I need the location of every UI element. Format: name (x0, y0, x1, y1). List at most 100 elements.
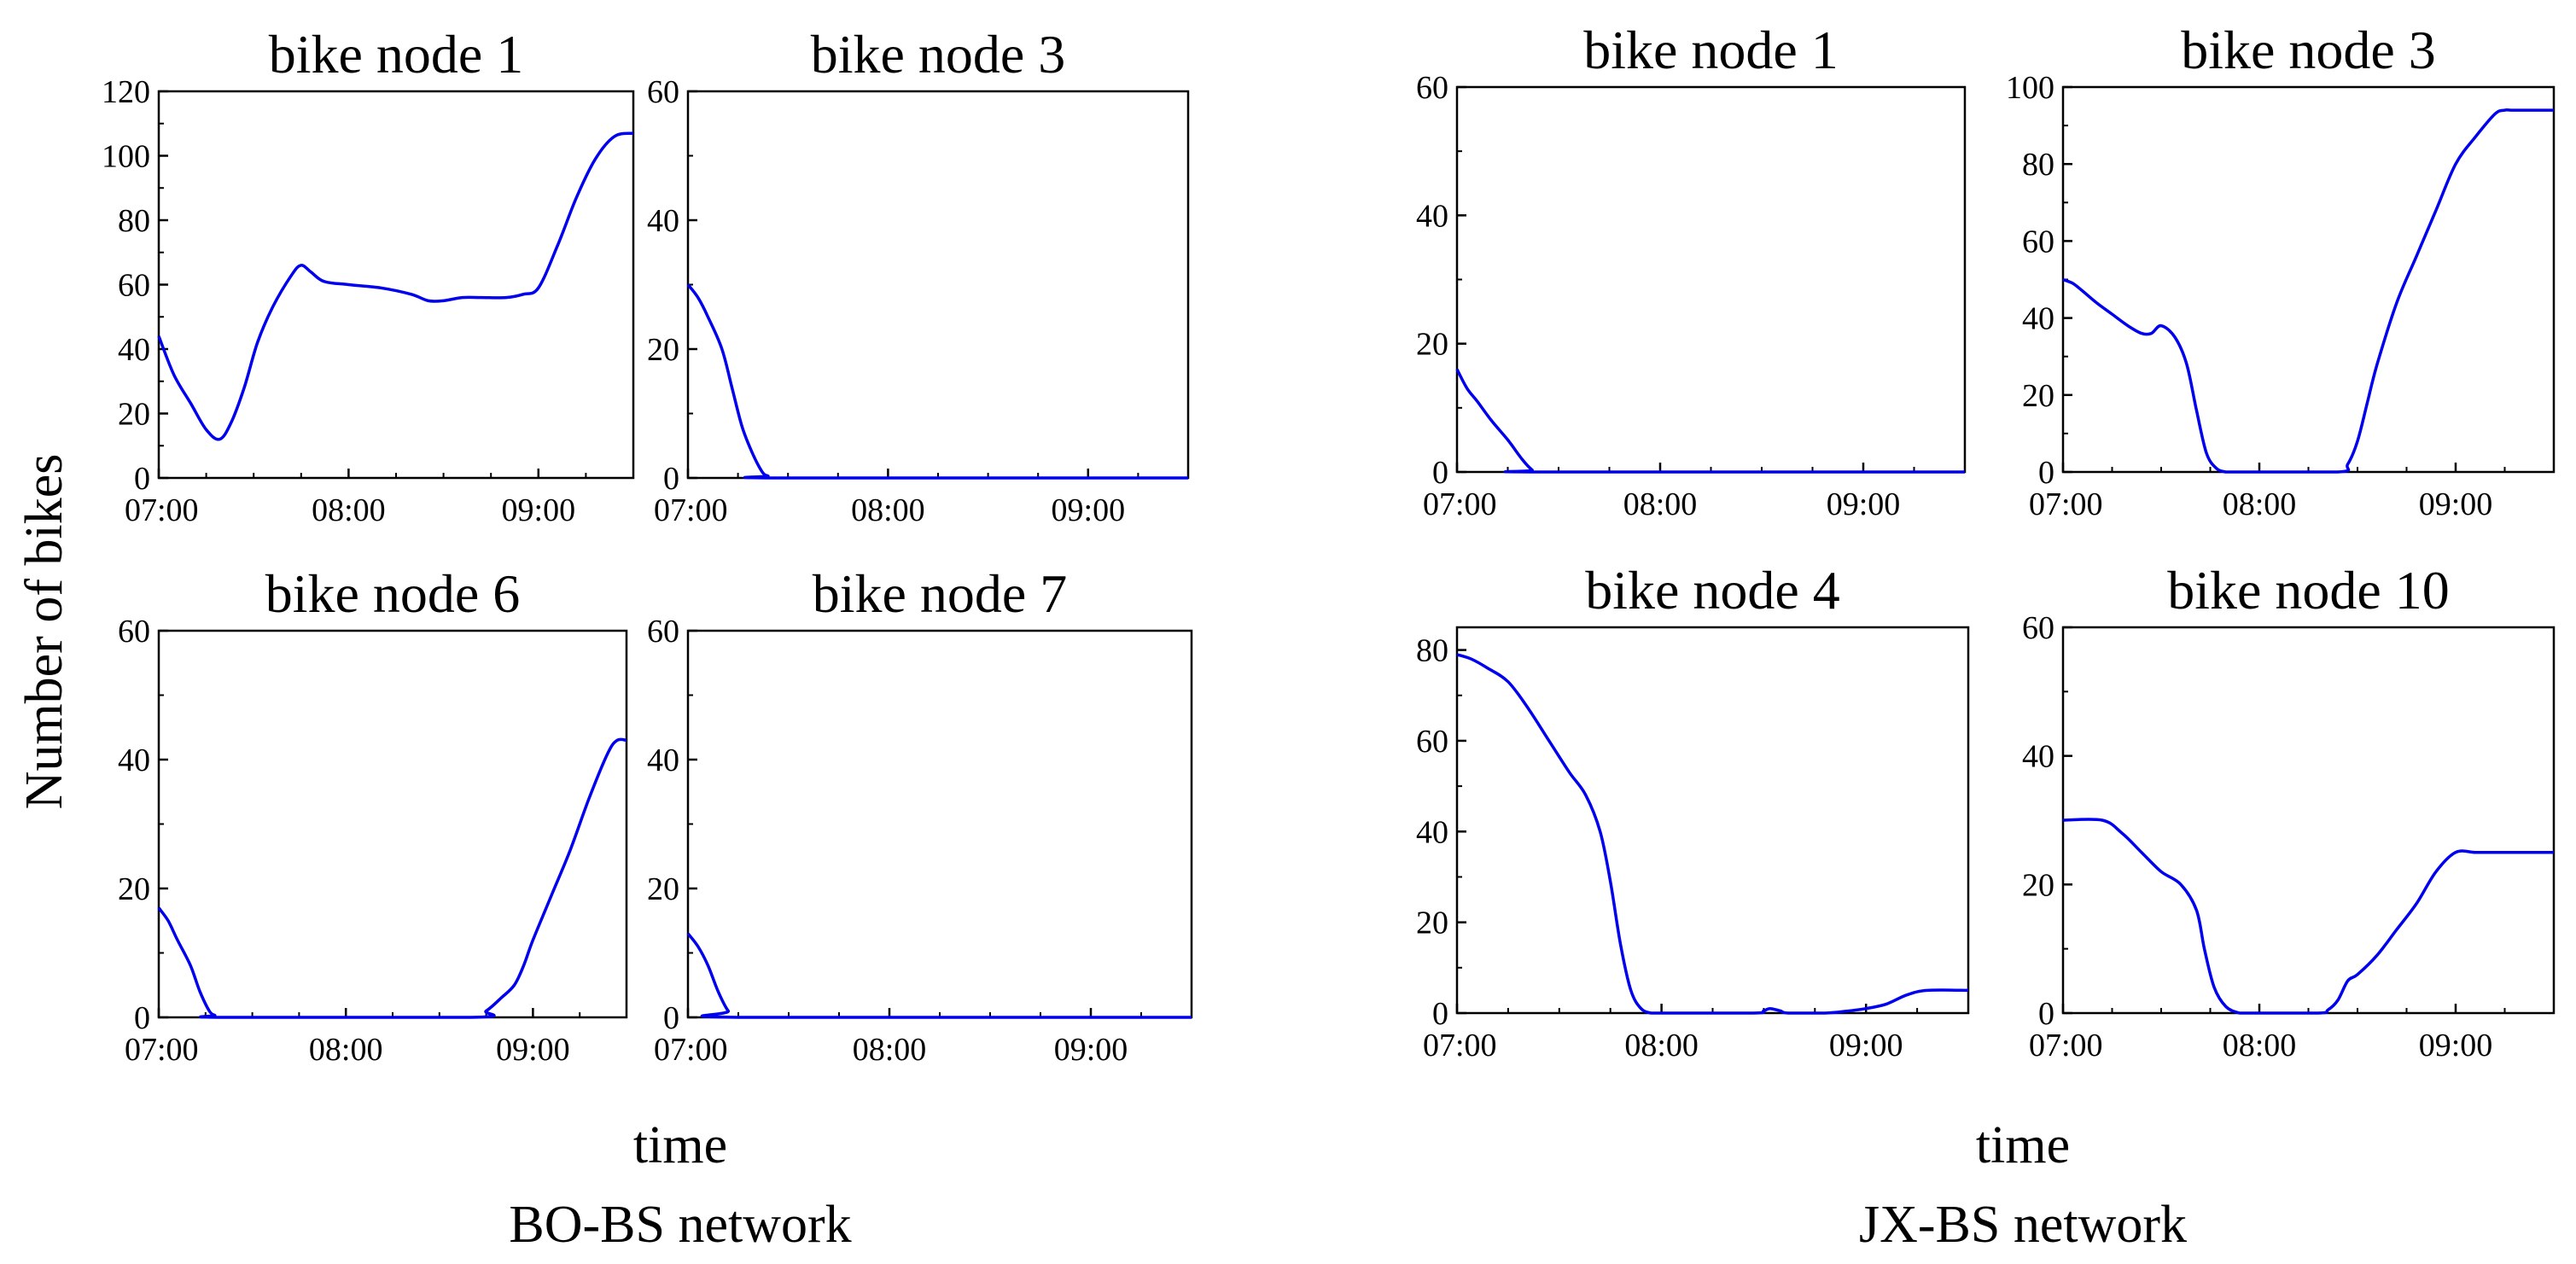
chart-panel: bike node 3 0 20 40 60 07:00 08:00 09:00 (647, 24, 1190, 528)
x-tick-label: 09:00 (496, 1032, 570, 1068)
panel-title: bike node 3 (2181, 20, 2436, 80)
x-tick-label: 08:00 (853, 1032, 927, 1068)
y-tick-label: 40 (118, 332, 150, 368)
plot-frame (2061, 626, 2556, 1015)
x-tick-label: 09:00 (2419, 486, 2493, 522)
plot-frame (1455, 85, 1967, 474)
chart-panel: bike node 10 0 20 40 60 07:00 08:00 09:00 (2022, 560, 2556, 1063)
x-tick-label: 09:00 (502, 492, 576, 528)
x-tick-label: 08:00 (312, 492, 386, 528)
chart-panel: bike node 1 0 20 40 60 80 100 120 07:00 08:00 09:0… (102, 24, 635, 528)
y-tick-label: 0 (134, 1000, 150, 1036)
plot-frame (157, 629, 628, 1019)
x-tick-label: 07:00 (654, 492, 728, 528)
y-tick-label: 60 (647, 614, 679, 649)
series-line (1455, 368, 1965, 474)
y-tick-label: 20 (118, 871, 150, 907)
x-tick-label: 07:00 (2029, 1028, 2103, 1063)
x-tick-label: 07:00 (125, 1032, 199, 1068)
series-line (1456, 653, 1969, 1015)
y-tick-label: 0 (2038, 996, 2054, 1032)
chart-panel: bike node 1 0 20 40 60 07:00 08:00 09:00 (1416, 20, 1967, 522)
chart-panel: bike node 6 0 20 40 60 07:00 08:00 09:00 (118, 563, 628, 1068)
series-line (157, 737, 627, 1019)
x-tick-label: 07:00 (125, 492, 199, 528)
y-tick-label: 20 (1416, 327, 1448, 363)
group-left-x-axis-label: time (633, 1116, 727, 1174)
y-tick-label: 60 (647, 74, 679, 110)
shared-y-axis-label: Number of bikes (15, 454, 73, 810)
series-line (686, 283, 1188, 480)
x-tick-label: 09:00 (2419, 1028, 2493, 1063)
series-line (157, 131, 634, 441)
plot-frame (157, 90, 635, 480)
y-tick-label: 40 (2022, 301, 2054, 337)
y-tick-label: 100 (102, 139, 150, 175)
y-tick-label: 0 (2038, 455, 2054, 491)
x-tick-label: 08:00 (2223, 486, 2297, 522)
panel-title: bike node 10 (2167, 560, 2450, 620)
y-tick-label: 60 (2022, 610, 2054, 646)
x-tick-label: 07:00 (654, 1032, 728, 1068)
panel-title: bike node 1 (269, 24, 524, 84)
y-tick-label: 60 (2022, 224, 2054, 259)
y-tick-label: 20 (647, 871, 679, 907)
x-tick-label: 08:00 (851, 492, 925, 528)
chart-panel: bike node 3 0 20 40 60 80 100 07:00 08:00 09:00 (2006, 20, 2556, 522)
series-line (2062, 818, 2554, 1015)
x-tick-label: 09:00 (1052, 492, 1126, 528)
y-tick-label: 40 (1416, 198, 1448, 234)
y-tick-label: 20 (2022, 378, 2054, 414)
plot-frame (2061, 85, 2556, 474)
chart-panel: bike node 4 0 20 40 60 80 07:00 08:00 09:00 (1416, 560, 1970, 1063)
group-left-caption: BO-BS network (509, 1196, 851, 1254)
y-tick-label: 80 (118, 203, 150, 239)
x-tick-label: 08:00 (2223, 1028, 2297, 1063)
plot-frame (686, 90, 1190, 480)
y-tick-label: 40 (647, 743, 679, 778)
panel-title: bike node 7 (813, 563, 1068, 624)
y-tick-label: 20 (118, 397, 150, 433)
group-right-caption: JX-BS network (1859, 1196, 2187, 1254)
x-tick-label: 08:00 (1623, 486, 1698, 522)
series-line (2062, 108, 2554, 474)
y-tick-label: 0 (663, 1000, 679, 1036)
y-tick-label: 0 (663, 461, 679, 497)
x-tick-label: 09:00 (1827, 486, 1901, 522)
panel-title: bike node 1 (1583, 20, 1839, 80)
y-tick-label: 0 (134, 461, 150, 497)
panel-title: bike node 4 (1585, 560, 1840, 620)
group-right-x-axis-label: time (1976, 1116, 2070, 1174)
y-tick-label: 60 (118, 614, 150, 649)
plot-frame (1455, 626, 1970, 1015)
x-tick-label: 08:00 (309, 1032, 383, 1068)
y-tick-label: 80 (2022, 147, 2054, 183)
plot-frame (686, 629, 1193, 1019)
y-tick-label: 40 (118, 743, 150, 778)
x-tick-label: 08:00 (1624, 1028, 1699, 1063)
y-tick-label: 20 (1416, 906, 1448, 941)
panel-title: bike node 6 (265, 563, 521, 624)
x-tick-label: 09:00 (1829, 1028, 1903, 1063)
chart-panel: bike node 7 0 20 40 60 07:00 08:00 09:00 (647, 563, 1193, 1068)
y-tick-label: 60 (1416, 70, 1448, 106)
y-tick-label: 20 (647, 332, 679, 368)
y-tick-label: 100 (2006, 70, 2054, 106)
x-tick-label: 09:00 (1054, 1032, 1128, 1068)
y-tick-label: 40 (1416, 814, 1448, 850)
y-tick-label: 80 (1416, 633, 1448, 669)
y-tick-label: 0 (1432, 996, 1448, 1032)
y-tick-label: 120 (102, 74, 150, 110)
x-tick-label: 07:00 (1423, 1028, 1497, 1063)
y-tick-label: 0 (1432, 455, 1448, 491)
y-tick-label: 20 (2022, 867, 2054, 903)
y-tick-label: 60 (1416, 724, 1448, 760)
y-tick-label: 60 (118, 268, 150, 304)
panel-title: bike node 3 (811, 24, 1066, 84)
y-tick-label: 40 (2022, 739, 2054, 775)
y-tick-label: 40 (647, 203, 679, 239)
x-tick-label: 07:00 (1423, 486, 1497, 522)
series-line (686, 932, 1192, 1019)
